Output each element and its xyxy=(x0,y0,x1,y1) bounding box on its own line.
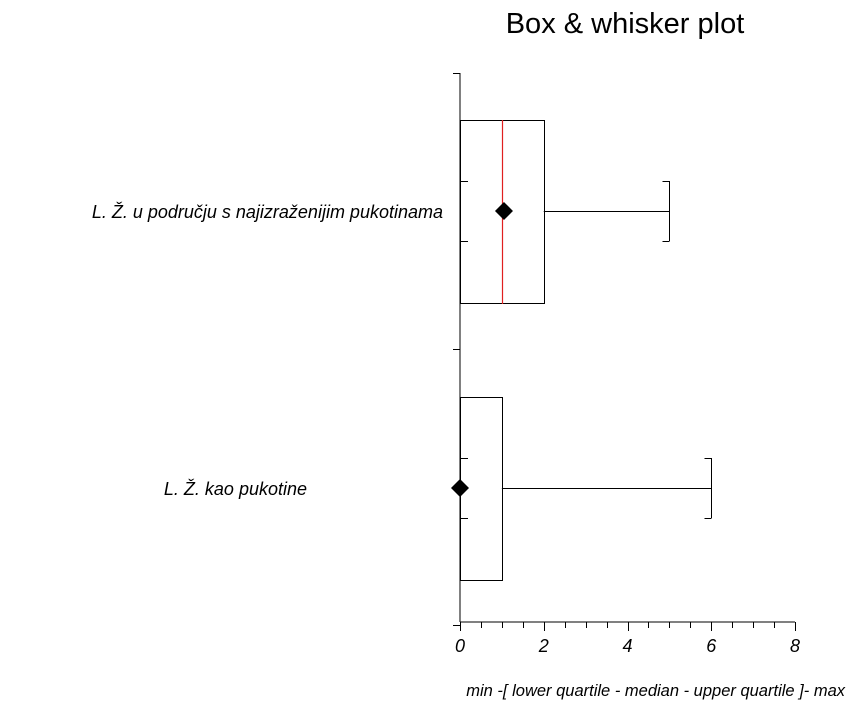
x-tick-label: 4 xyxy=(622,636,632,656)
mean-marker xyxy=(494,202,513,220)
plot-area: 0 2 4 6 8 L. Ž. u području s najizraženijim p… xyxy=(92,73,800,656)
box-group-1: L. Ž. u području s najizraženijim pukoti… xyxy=(92,120,670,304)
x-tick-label: 6 xyxy=(706,636,717,656)
x-tick-label: 2 xyxy=(538,636,549,656)
category-label: L. Ž. kao pukotine xyxy=(164,479,307,499)
category-label: L. Ž. u području s najizraženijim pukoti… xyxy=(92,202,443,222)
x-tick-label: 8 xyxy=(790,636,800,656)
x-axis-label: min -[ lower quartile - median - upper q… xyxy=(466,682,845,700)
chart-title: Box & whisker plot xyxy=(506,8,745,40)
mean-marker xyxy=(451,479,469,497)
x-tick-label: 0 xyxy=(455,636,465,656)
box-group-2: L. Ž. kao pukotine xyxy=(164,397,712,581)
